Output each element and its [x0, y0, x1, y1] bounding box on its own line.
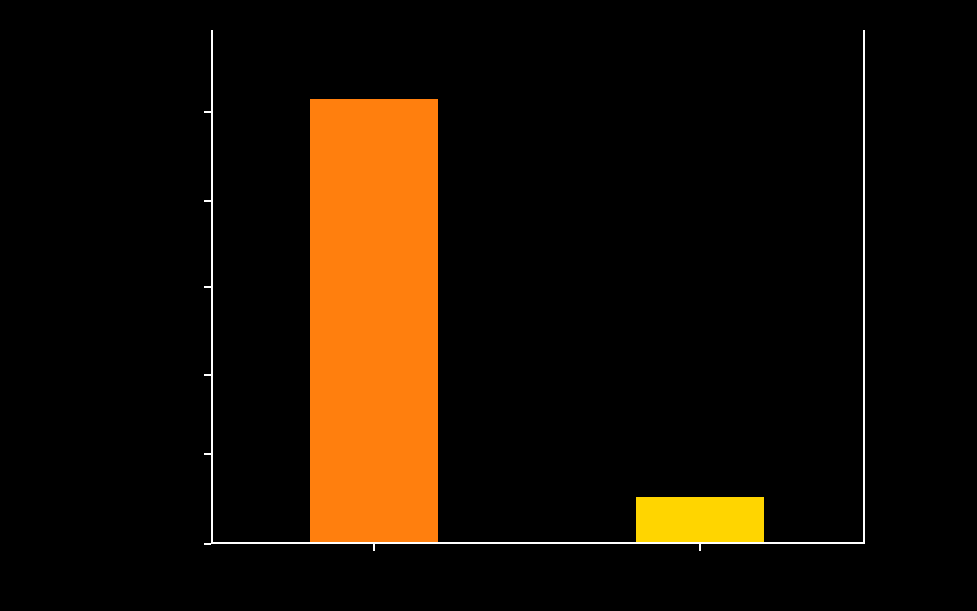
x-tick-1 [699, 544, 701, 551]
x-tick-0 [373, 544, 375, 551]
plot-area [211, 30, 865, 544]
y-tick-4 [204, 200, 211, 202]
chart-container [0, 0, 977, 611]
bar-1 [310, 99, 438, 542]
bar-2 [636, 497, 764, 542]
y-tick-1 [204, 453, 211, 455]
y-axis-left [211, 30, 213, 544]
y-tick-2 [204, 374, 211, 376]
y-tick-5 [204, 111, 211, 113]
y-tick-0 [204, 543, 211, 545]
x-axis-bottom [211, 542, 865, 544]
y-tick-3 [204, 286, 211, 288]
y-axis-right [863, 30, 865, 544]
